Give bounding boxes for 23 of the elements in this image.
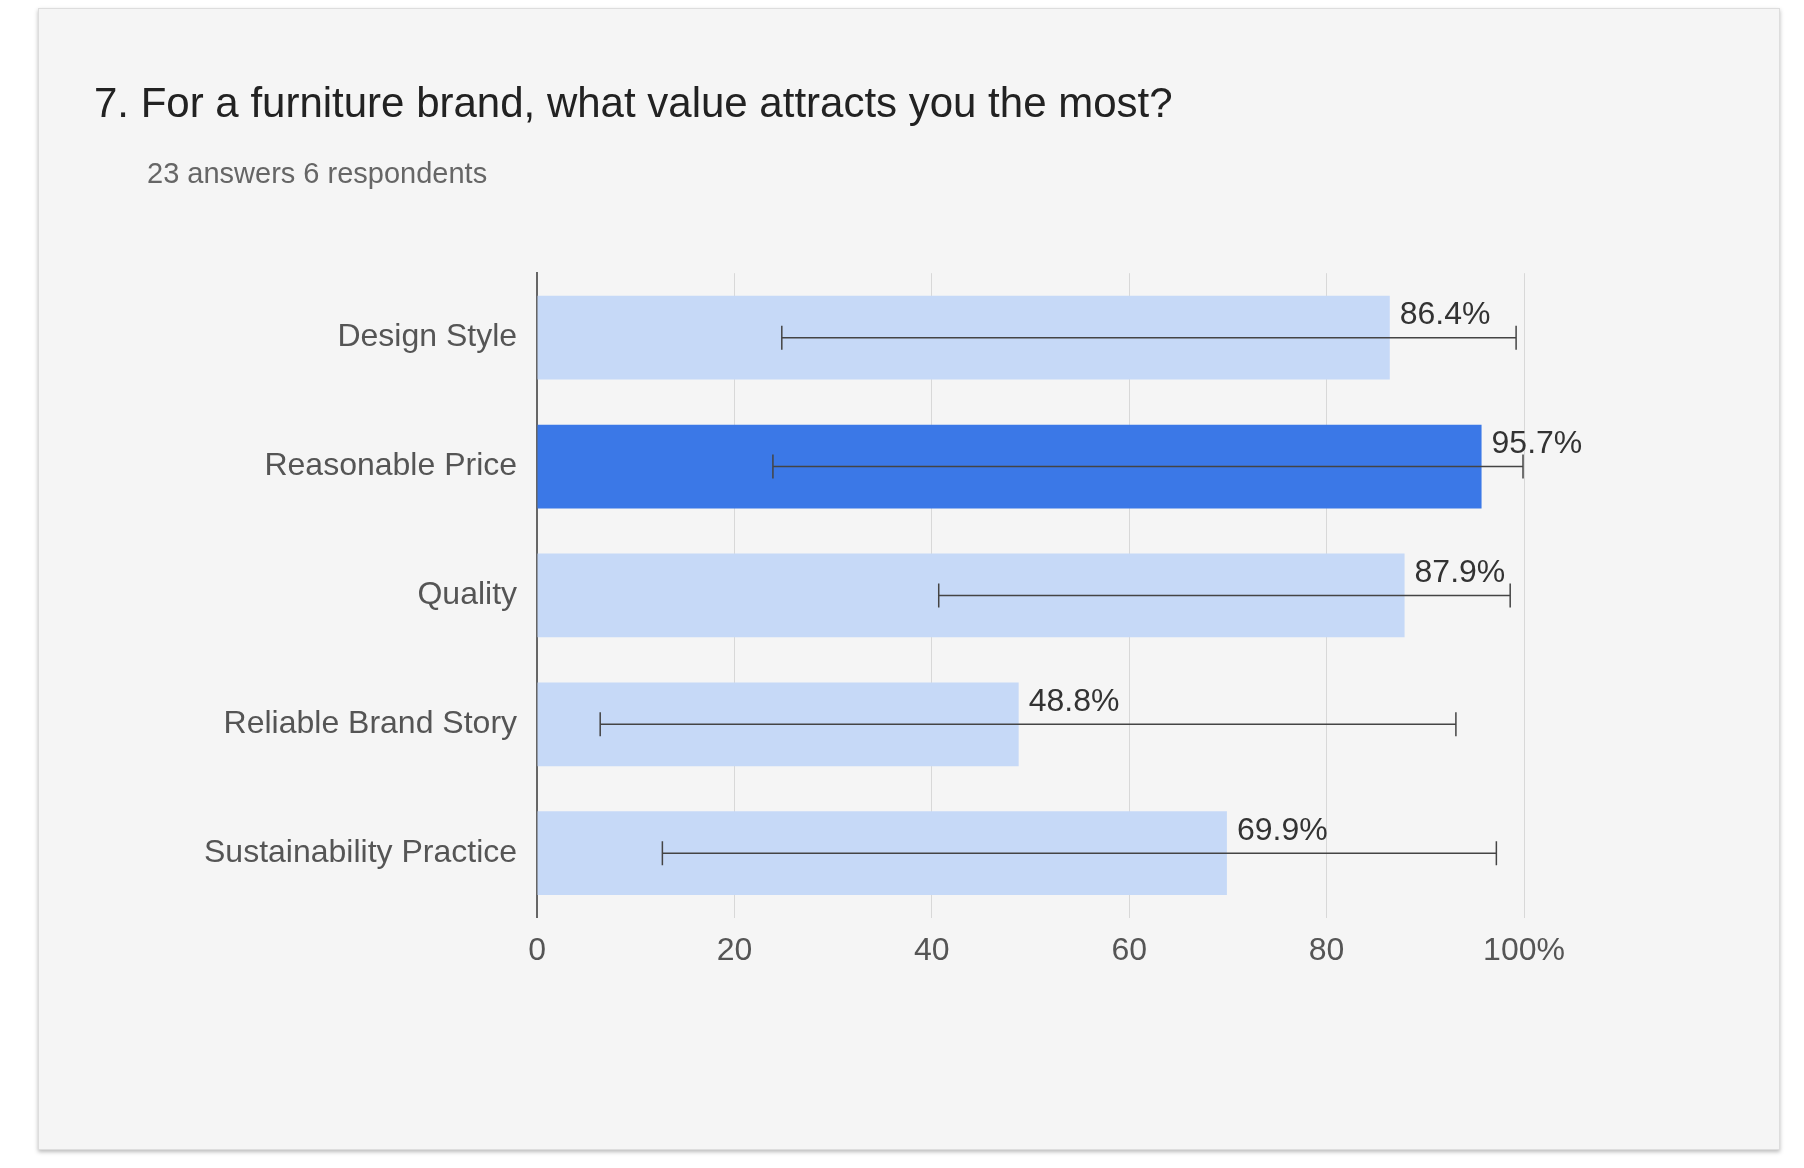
y-tick-label: Reliable Brand Story — [223, 704, 518, 741]
chart-subtitle: 23 answers 6 respondents — [147, 157, 488, 190]
data-label: 69.9% — [1236, 810, 1328, 847]
x-tick-label: 60 — [1111, 930, 1148, 967]
x-tick-label: 80 — [1308, 930, 1345, 967]
bar — [537, 553, 1405, 638]
x-tick-label: 0 — [528, 930, 546, 967]
data-label: 48.8% — [1028, 682, 1120, 719]
chart-title: 7. For a furniture brand, what value attracts you the most? — [94, 79, 1173, 127]
x-tick-label: 100% — [1483, 930, 1565, 967]
bar — [537, 811, 1227, 896]
data-label: 87.9% — [1414, 553, 1506, 590]
data-label: 86.4% — [1399, 295, 1491, 332]
bar — [537, 424, 1482, 509]
bar — [537, 295, 1390, 380]
data-label: 95.7% — [1491, 424, 1583, 461]
y-tick-label: Quality — [417, 575, 518, 612]
y-tick-label: Design Style — [337, 317, 518, 354]
x-tick-label: 20 — [716, 930, 753, 967]
x-tick-label: 40 — [914, 930, 950, 967]
bar — [537, 682, 1019, 767]
y-tick-label: Sustainability Practice — [204, 832, 518, 869]
y-tick-label: Reasonable Price — [264, 446, 518, 483]
